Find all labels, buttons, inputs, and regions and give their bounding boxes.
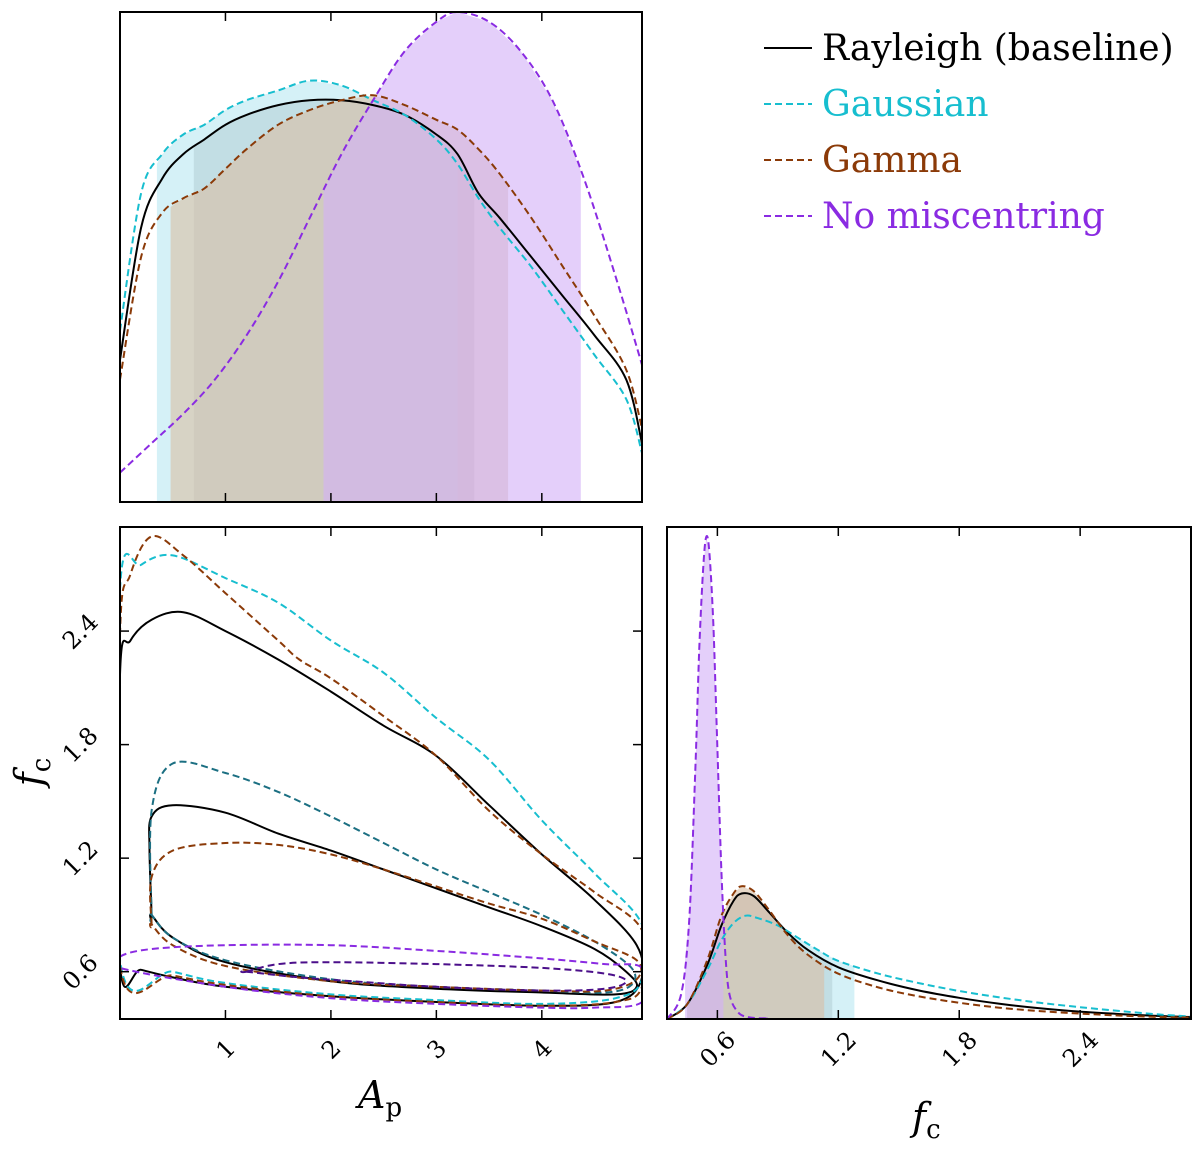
joint-y-tick-label: 1.2	[57, 835, 104, 882]
ap-marginal-ticks	[224, 12, 543, 502]
contour-gaussian-outer	[120, 552, 642, 1005]
joint-x-tick-label: 2	[316, 1034, 347, 1065]
legend: Rayleigh (baseline) Gaussian Gamma No misce…	[764, 28, 1174, 237]
contour-gaussian-inner	[149, 760, 637, 994]
ap-marginal-lines	[120, 12, 642, 474]
ap-marginal-fills	[156, 12, 581, 502]
legend-entry-gamma: Gamma	[764, 140, 962, 181]
joint-panel: 1 2 3 4 0.6 1.2 1.8 2.4 Ap fc	[7, 526, 643, 1123]
legend-entry-rayleigh-baseline: Rayleigh (baseline)	[764, 28, 1174, 69]
fc-marginal-x-tick-label: 0.6	[694, 1026, 741, 1073]
joint-x-axis-label: Ap	[355, 1073, 402, 1123]
joint-y-tick-label: 0.6	[57, 949, 104, 996]
joint-y-tick-labels: 0.6 1.2 1.8 2.4	[57, 608, 104, 995]
legend-label: Rayleigh (baseline)	[822, 28, 1174, 69]
joint-x-tick-label: 1	[210, 1034, 241, 1065]
joint-x-tick-label: 4	[527, 1034, 558, 1065]
ap-marginal-line-rayleigh-baseline	[120, 98, 642, 444]
ap-marginal-fill-no-miscentring	[323, 12, 581, 502]
joint-contours	[120, 535, 642, 1010]
fc-marginal-frame	[666, 526, 1192, 1020]
fc-marginal-panel: 0.6 1.2 1.8 2.4 fc	[666, 526, 1192, 1145]
legend-label: Gamma	[822, 140, 962, 181]
ap-marginal-frame	[119, 11, 643, 503]
ap-marginal-line-no-miscentring	[120, 12, 642, 474]
fc-marginal-line-gaussian	[667, 914, 1191, 1019]
fc-marginal-fills	[685, 537, 855, 1019]
contour-rayleigh-baseline-inner	[148, 804, 639, 996]
fc-marginal-x-tick-label: 1.2	[815, 1026, 862, 1073]
fc-x-tick-labels: 0.6 1.2 1.8 2.4	[694, 1026, 1104, 1073]
ap-marginal-line-gamma	[120, 94, 642, 429]
fc-marginal-ticks	[716, 527, 1081, 1019]
ap-marginal-line-gaussian	[120, 79, 642, 454]
contour-no-miscentring-inner	[240, 961, 628, 992]
joint-x-tick-label: 3	[421, 1034, 452, 1065]
fc-x-axis-label: fc	[909, 1095, 941, 1145]
joint-frame	[119, 526, 643, 1020]
fc-marginal-line-rayleigh-baseline	[667, 892, 1191, 1019]
fc-marginal-x-tick-label: 1.8	[936, 1026, 983, 1073]
joint-y-axis-label: fc	[7, 758, 57, 790]
joint-x-tick-labels: 1 2 3 4	[210, 1034, 557, 1065]
legend-label: No miscentring	[822, 196, 1105, 237]
fc-marginal-x-tick-label: 2.4	[1057, 1026, 1104, 1073]
fc-marginal-line-gamma	[667, 885, 1191, 1019]
contour-gamma-outer	[120, 535, 642, 1007]
ap-marginal-panel	[119, 11, 643, 503]
joint-y-tick-label: 1.8	[57, 722, 104, 769]
contour-no-miscentring-outer	[120, 943, 642, 1010]
legend-entry-no-miscentring: No miscentring	[764, 196, 1105, 237]
legend-label: Gaussian	[822, 84, 989, 125]
joint-ticks	[120, 527, 642, 1019]
legend-entry-gaussian: Gaussian	[764, 84, 989, 125]
joint-y-tick-label: 2.4	[57, 608, 104, 655]
contour-rayleigh-baseline-outer	[120, 610, 642, 1007]
